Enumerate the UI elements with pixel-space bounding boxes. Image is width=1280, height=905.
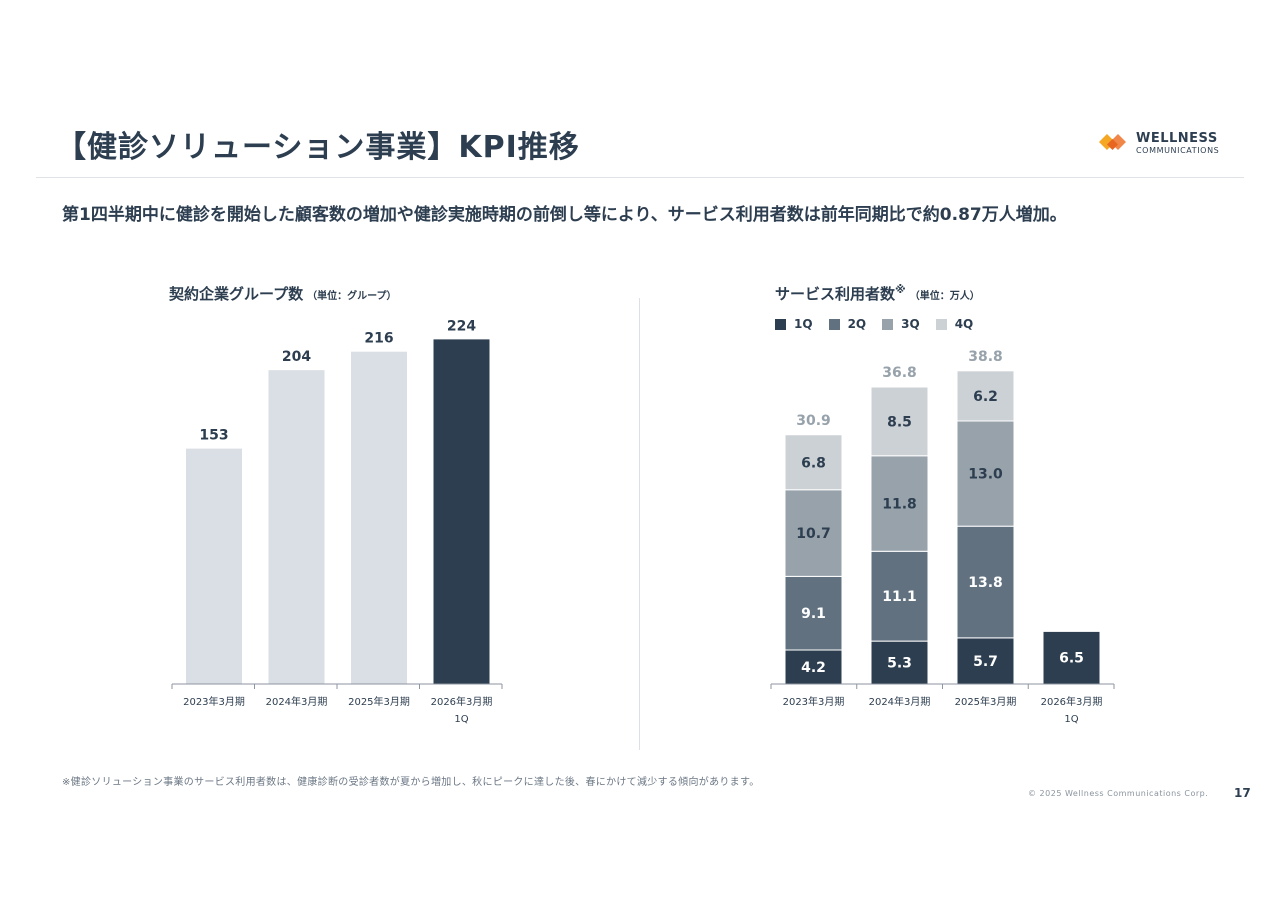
right-chart-title-text: サービス利用者数	[775, 285, 896, 303]
segment-value-label: 10.7	[796, 526, 831, 542]
total-value-label: 38.8	[968, 349, 1003, 365]
stacked-bar-segment-3Q	[956, 420, 1015, 527]
legend-item-3Q: 3Q	[882, 317, 920, 331]
left-chart-title-text: 契約企業グループ数	[169, 285, 304, 303]
segment-value-label: 5.7	[973, 654, 998, 670]
legend-swatch	[828, 318, 840, 330]
right-chart-unit: （単位：万人）	[909, 291, 980, 302]
right-chart-title: サービス利用者数※（単位：万人）	[775, 283, 980, 304]
logo-brand-text: WELLNESS	[1136, 131, 1218, 146]
legend-swatch	[775, 318, 786, 330]
segment-value-label: 13.8	[968, 575, 1003, 591]
left-chart-unit: （単位：グループ）	[307, 291, 397, 302]
right-category-label: 2024年3月期	[869, 695, 931, 708]
right-category-label: 2025年3月期	[955, 695, 1017, 708]
right-category-label: 2026年3月期	[1041, 695, 1103, 708]
bar-3	[433, 339, 490, 684]
segment-value-label: 6.8	[801, 455, 826, 471]
left-category-label: 2023年3月期	[183, 695, 245, 708]
summary-text: 第1四半期中に健診を開始した顧客数の増加や健診実施時期の前倒し等により、サービス…	[62, 205, 1067, 225]
stacked-bar-segment-3Q	[784, 489, 843, 577]
charts-divider	[639, 298, 640, 750]
page-number: 17	[1234, 786, 1251, 800]
stacked-bar-segment-3Q	[870, 455, 929, 552]
bar-value-label: 224	[447, 318, 476, 334]
logo-mark-icon	[1099, 134, 1126, 150]
segment-value-label: 13.0	[968, 467, 1003, 483]
legend-label: 3Q	[901, 317, 920, 331]
segment-value-label: 8.5	[887, 414, 912, 430]
bar-2	[351, 351, 407, 684]
stacked-bar-segment-1Q	[1042, 630, 1101, 685]
left-category-label: 2024年3月期	[266, 695, 328, 708]
stacked-bar-segment-1Q	[956, 637, 1015, 685]
legend-item-1Q: 1Q	[775, 317, 813, 331]
stacked-chart-legend: 1Q 2Q 3Q 4Q	[775, 317, 973, 331]
stacked-bar-segment-4Q	[870, 386, 929, 457]
segment-value-label: 9.1	[801, 606, 826, 622]
segment-value-label: 5.3	[887, 656, 912, 672]
stacked-bar-segment-2Q	[956, 525, 1015, 639]
legend-swatch	[882, 318, 894, 330]
segment-value-label: 4.2	[801, 660, 826, 676]
total-value-label: 30.9	[796, 413, 831, 429]
bar-value-label: 204	[282, 349, 311, 365]
right-category-label: 2023年3月期	[783, 695, 845, 708]
header-divider	[36, 177, 1244, 178]
left-chart-title: 契約企業グループ数 （単位：グループ）	[169, 283, 397, 304]
bar-value-label: 216	[364, 331, 393, 347]
left-category-label: 1Q	[454, 714, 468, 725]
stacked-bar-segment-4Q	[956, 370, 1015, 422]
segment-value-label: 6.5	[1059, 651, 1084, 667]
legend-item-2Q: 2Q	[828, 317, 867, 331]
copyright: © 2025 Wellness Communications Corp.	[1028, 789, 1209, 798]
left-category-label: 2025年3月期	[348, 695, 410, 708]
company-logo: WELLNESS COMMUNICATIONS	[1098, 131, 1228, 157]
logo-sub-text: COMMUNICATIONS	[1136, 146, 1220, 155]
legend-item-4Q: 4Q	[935, 317, 974, 331]
legend-swatch	[935, 318, 947, 330]
legend-label: 2Q	[847, 317, 867, 331]
stacked-bar-segment-4Q	[784, 434, 843, 491]
right-category-label: 1Q	[1064, 714, 1078, 725]
segment-value-label: 11.1	[882, 589, 917, 605]
bar-value-label: 153	[199, 428, 228, 444]
footnote: ※健診ソリューション事業のサービス利用者数は、健康診断の受診者数が夏から増加し、…	[62, 777, 760, 788]
legend-label: 4Q	[954, 317, 974, 331]
segment-value-label: 11.8	[882, 497, 917, 513]
bar-0	[186, 448, 242, 684]
right-chart-note-mark: ※	[895, 283, 906, 296]
left-category-label: 2026年3月期	[431, 695, 493, 708]
total-value-label: 36.8	[882, 365, 917, 381]
bar-1	[268, 370, 325, 684]
segment-value-label: 6.2	[973, 389, 998, 405]
legend-label: 1Q	[794, 317, 813, 331]
page-title: 【健診ソリューション事業】KPI推移	[56, 130, 580, 165]
